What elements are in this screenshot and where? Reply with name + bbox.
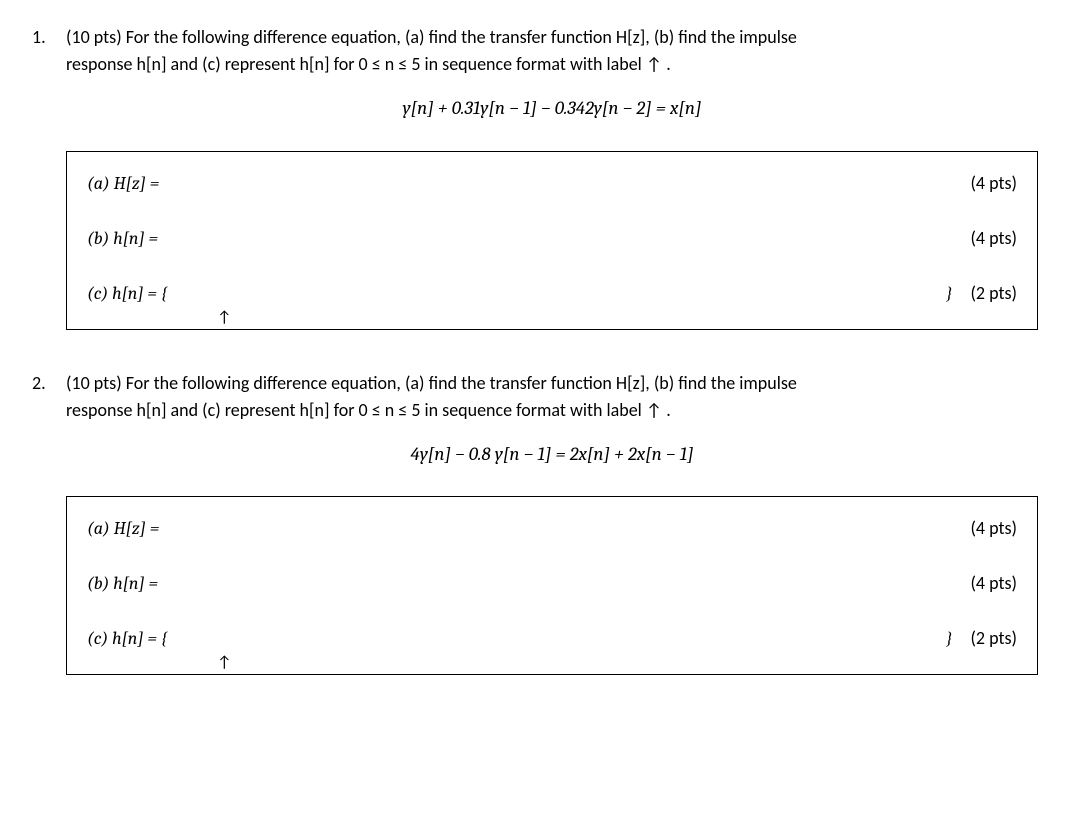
- problem-intro: (10 pts) For the following difference eq…: [66, 24, 1038, 51]
- problem-text-line2: response h[n] and (c) represent h[n] for…: [66, 397, 1038, 424]
- problem-equation: y[n] + 0.31y[n − 1] − 0.342y[n − 2] = x[…: [66, 94, 1038, 123]
- answer-row-c: (c) h[n] = { } (2 pts) ↑: [87, 280, 1017, 307]
- answer-row-b: (b) h[n] = (4 pts): [87, 570, 1017, 597]
- answer-label-b: (b) h[n] =: [87, 570, 158, 597]
- answer-points-b: (4 pts): [970, 225, 1017, 252]
- problem-text-line1: For the following difference equation, (…: [126, 26, 797, 48]
- answer-points-b: (4 pts): [970, 570, 1017, 597]
- problem-points: (10 pts): [66, 372, 122, 394]
- answer-label-c: (c) h[n] = {: [87, 625, 168, 652]
- problem-points: (10 pts): [66, 26, 122, 48]
- problem-2: 2. (10 pts) For the following difference…: [32, 370, 1038, 676]
- problem-intro: (10 pts) For the following difference eq…: [66, 370, 1038, 397]
- up-arrow-icon: ↑: [217, 651, 231, 675]
- problem-text-line2: response h[n] and (c) represent h[n] for…: [66, 51, 1038, 78]
- problem-body: (10 pts) For the following difference eq…: [66, 24, 1038, 141]
- problem-text-line1: For the following difference equation, (…: [126, 372, 797, 394]
- answer-label-c: (c) h[n] = {: [87, 280, 168, 307]
- up-arrow-icon: ↑: [217, 306, 231, 330]
- problem-header: 2. (10 pts) For the following difference…: [32, 370, 1038, 487]
- problem-equation: 4y[n] − 0.8 y[n − 1] = 2x[n] + 2x[n − 1]: [66, 440, 1038, 469]
- problem-body: (10 pts) For the following difference eq…: [66, 370, 1038, 487]
- answer-box: (a) H[z] = (4 pts) (b) h[n] = (4 pts) (c…: [66, 496, 1038, 675]
- problem-1: 1. (10 pts) For the following difference…: [32, 24, 1038, 330]
- answer-points-a: (4 pts): [970, 515, 1017, 542]
- answer-row-c: (c) h[n] = { } (2 pts) ↑: [87, 625, 1017, 652]
- answer-close-brace: }: [946, 625, 953, 652]
- problem-number: 2.: [32, 370, 66, 487]
- answer-points-a: (4 pts): [970, 170, 1017, 197]
- answer-points-c: (2 pts): [970, 625, 1017, 652]
- answer-row-a: (a) H[z] = (4 pts): [87, 515, 1017, 542]
- answer-close-brace: }: [946, 280, 953, 307]
- problem-number: 1.: [32, 24, 66, 141]
- answer-label-a: (a) H[z] =: [87, 515, 159, 542]
- answer-box: (a) H[z] = (4 pts) (b) h[n] = (4 pts) (c…: [66, 151, 1038, 330]
- answer-points-c: (2 pts): [970, 280, 1017, 307]
- answer-row-b: (b) h[n] = (4 pts): [87, 225, 1017, 252]
- answer-label-a: (a) H[z] =: [87, 170, 159, 197]
- answer-row-a: (a) H[z] = (4 pts): [87, 170, 1017, 197]
- answer-label-b: (b) h[n] =: [87, 225, 158, 252]
- problem-header: 1. (10 pts) For the following difference…: [32, 24, 1038, 141]
